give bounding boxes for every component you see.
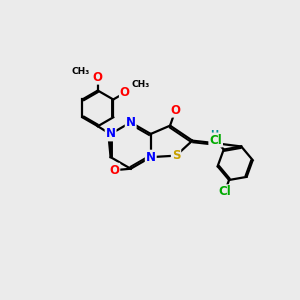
Text: O: O	[170, 104, 180, 117]
Text: Cl: Cl	[218, 185, 231, 198]
Text: S: S	[172, 149, 180, 162]
Text: O: O	[120, 86, 130, 99]
Text: CH₃: CH₃	[131, 80, 150, 89]
Text: N: N	[126, 116, 136, 129]
Text: O: O	[93, 71, 103, 84]
Text: H: H	[210, 130, 218, 140]
Text: N: N	[146, 151, 156, 164]
Text: Cl: Cl	[209, 134, 222, 146]
Text: N: N	[106, 128, 116, 140]
Text: CH₃: CH₃	[71, 67, 89, 76]
Text: O: O	[109, 164, 119, 177]
